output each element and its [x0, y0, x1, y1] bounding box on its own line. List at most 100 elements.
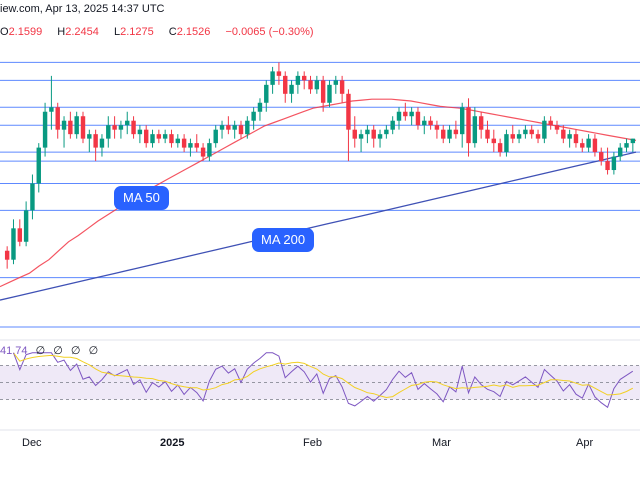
rsi-value: 41.74: [0, 345, 28, 357]
candle-body-61: [390, 120, 395, 130]
candle-body-92: [586, 138, 591, 148]
rsi-readout: 41.74 ∅ ∅ ∅ ∅: [0, 344, 98, 357]
candle-body-55: [352, 129, 357, 139]
candle-body-82: [523, 129, 528, 135]
candle-body-21: [137, 129, 143, 135]
candle-body-86: [548, 120, 553, 126]
candle-body-91: [580, 143, 585, 148]
x-label-2025: 2025: [160, 437, 185, 449]
candle-body-99: [630, 138, 636, 144]
candle-body-65: [415, 111, 421, 126]
candle-body-49: [314, 80, 320, 90]
candle-body-0: [4, 250, 10, 260]
x-label-feb: Feb: [303, 437, 322, 449]
candle-body-73: [466, 107, 471, 144]
candle-body-20: [131, 120, 136, 135]
candle-body-13: [87, 134, 92, 139]
candle-body-43: [276, 71, 282, 76]
candle-body-72: [459, 107, 465, 135]
ma50-badge: MA 50: [114, 186, 169, 210]
candle-body-51: [327, 84, 332, 103]
candle-body-58: [371, 129, 376, 139]
candle-body-52: [333, 80, 339, 85]
candle-body-50: [320, 80, 326, 103]
candle-body-2: [17, 228, 23, 242]
candle-body-85: [542, 120, 547, 139]
candle-body-37: [238, 125, 244, 135]
candle-body-41: [264, 84, 269, 103]
candle-body-93: [592, 138, 598, 153]
candle-body-5: [36, 147, 41, 184]
candle-body-74: [472, 116, 478, 144]
candle-body-14: [93, 134, 98, 148]
chart-source-title: iew.com, Apr 13, 2025 14:37 UTC: [0, 3, 165, 15]
candle-body-88: [561, 129, 566, 139]
x-label-dec: Dec: [22, 437, 42, 449]
candle-body-33: [213, 129, 218, 144]
candle-body-36: [232, 125, 237, 130]
rsi-line: [13, 352, 634, 409]
x-label-apr: Apr: [576, 437, 594, 449]
candle-body-32: [207, 143, 212, 157]
candle-body-89: [567, 134, 572, 139]
rsi-extra-1: ∅: [35, 345, 46, 357]
candle-body-35: [226, 125, 231, 130]
candle-body-30: [194, 143, 199, 148]
candle-body-46: [295, 75, 301, 85]
candle-body-70: [447, 129, 452, 139]
candle-body-1: [11, 228, 16, 260]
candle-body-34: [219, 125, 225, 130]
candle-body-38: [245, 120, 250, 135]
candle-body-16: [106, 125, 111, 139]
candle-body-94: [599, 152, 604, 162]
candle-body-9: [61, 120, 67, 130]
candle-body-75: [478, 116, 484, 130]
candle-body-78: [497, 143, 503, 153]
candle-body-63: [403, 111, 408, 117]
candle-body-64: [409, 111, 414, 117]
candle-body-15: [99, 138, 105, 148]
candle-body-62: [396, 111, 402, 121]
candle-body-79: [504, 134, 509, 153]
ohlc-change: −0.0065 (−0.30%): [225, 26, 314, 38]
candle-body-60: [384, 129, 389, 135]
candle-body-12: [80, 116, 86, 139]
candle-body-45: [289, 84, 294, 94]
candle-body-4: [30, 183, 35, 211]
rsi-extra-3: ∅: [70, 345, 81, 357]
candle-body-7: [49, 107, 54, 112]
candle-body-59: [377, 134, 383, 139]
candle-body-26: [169, 134, 174, 144]
candle-body-71: [453, 129, 459, 135]
ohlc-high: H2.2454: [57, 26, 99, 38]
rsi-extra-4: ∅: [88, 345, 99, 357]
candle-body-24: [156, 134, 162, 139]
candle-body-6: [42, 111, 48, 148]
candle-body-53: [339, 80, 345, 94]
candle-body-23: [150, 134, 155, 144]
ma200-line: [0, 151, 637, 301]
candle-body-81: [516, 134, 522, 139]
candle-body-68: [434, 125, 440, 130]
candle-body-40: [257, 102, 263, 112]
candle-body-8: [55, 107, 60, 130]
candle-body-42: [270, 71, 275, 85]
candle-body-96: [611, 156, 617, 171]
x-label-mar: Mar: [432, 437, 451, 449]
candle-body-39: [251, 111, 256, 121]
candle-body-18: [118, 125, 124, 130]
candle-body-3: [23, 210, 29, 242]
candle-body-22: [143, 129, 149, 144]
candle-body-25: [162, 134, 168, 139]
candle-body-47: [301, 75, 307, 81]
candle-body-77: [491, 138, 497, 144]
ma200-badge: MA 200: [252, 228, 315, 252]
ohlc-low: L2.1275: [113, 26, 154, 38]
ma50-line: [0, 98, 637, 288]
candle-body-29: [188, 143, 193, 148]
candle-body-80: [510, 134, 515, 139]
candle-body-48: [308, 80, 313, 90]
candle-body-56: [358, 134, 364, 139]
candle-body-69: [441, 129, 446, 139]
